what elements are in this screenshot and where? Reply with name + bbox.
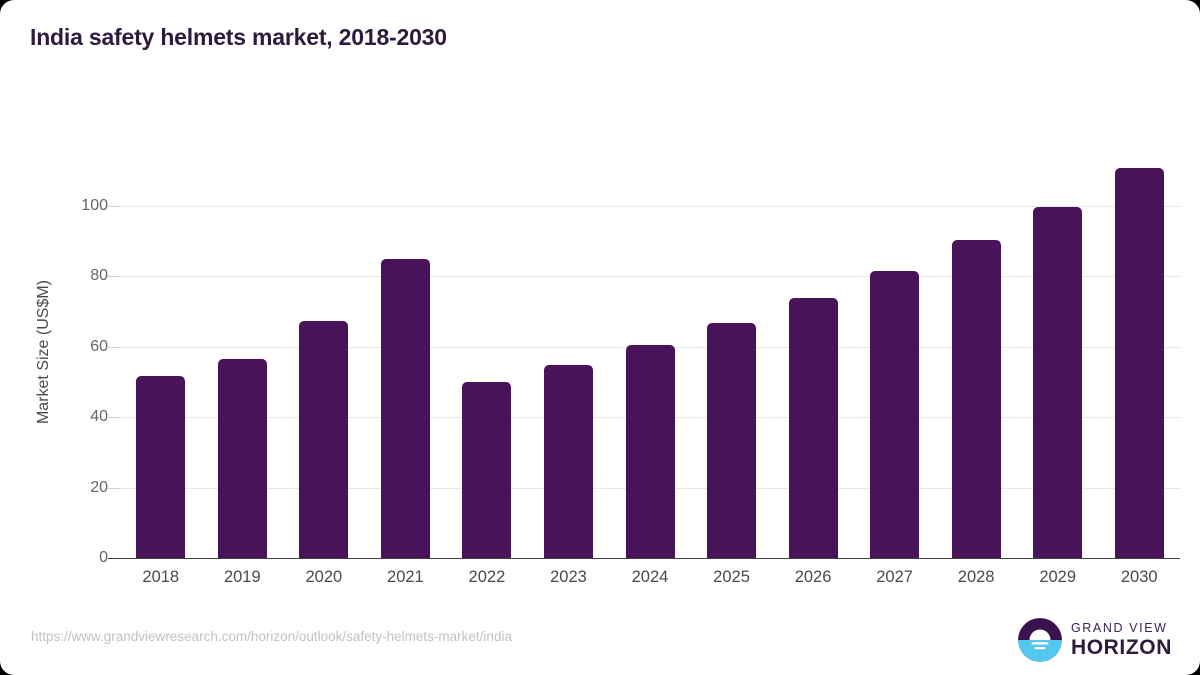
x-axis-tick-label: 2021	[387, 568, 424, 586]
bar-slot	[788, 146, 838, 558]
bar-2025[interactable]	[707, 323, 757, 558]
bar-2027[interactable]	[870, 271, 920, 558]
bar-slot	[136, 146, 186, 558]
x-axis-tick-label: 2023	[550, 568, 587, 586]
y-axis-tick-mark	[108, 276, 120, 278]
bar-slot	[1033, 146, 1083, 558]
x-axis-tick-label: 2025	[713, 568, 750, 586]
x-axis-tick-label: 2027	[876, 568, 913, 586]
bar-slot	[625, 146, 675, 558]
y-axis-tick-label: 40	[90, 408, 108, 426]
bar-2030[interactable]	[1114, 168, 1164, 558]
logo-line-1: GRAND VIEW	[1070, 621, 1168, 636]
bar-2021[interactable]	[380, 259, 430, 558]
bar-slot	[870, 146, 920, 558]
bar-slot	[217, 146, 267, 558]
bar-slot	[707, 146, 757, 558]
y-axis-tick-mark	[108, 205, 120, 207]
x-axis-tick-label: 2018	[142, 568, 180, 586]
x-axis-tick-label: 2030	[1120, 568, 1158, 586]
y-axis-tick-label: 60	[90, 337, 108, 355]
y-axis-tick-mark	[108, 487, 120, 489]
bar-2022[interactable]	[462, 381, 512, 558]
page-title: India safety helmets market, 2018-2030	[30, 24, 447, 50]
bar-series	[120, 146, 1180, 558]
bar-2020[interactable]	[299, 321, 349, 558]
bar-slot	[543, 146, 593, 558]
x-axis-tick-label: 2028	[957, 568, 995, 586]
bar-slot	[462, 146, 512, 558]
x-axis-tick-label: 2026	[794, 568, 832, 586]
gridline	[120, 276, 1180, 278]
y-axis-tick-mark	[108, 417, 120, 419]
x-axis-tick-label: 2022	[468, 568, 506, 586]
x-axis-tick-label: 2020	[305, 568, 343, 586]
gridline	[120, 205, 1180, 207]
y-axis-tick-label: 80	[90, 267, 108, 285]
bar-2029[interactable]	[1033, 206, 1083, 558]
x-axis-tick-label: 2024	[631, 568, 669, 586]
bar-2018[interactable]	[136, 375, 186, 558]
logo-line-2: HORIZON	[1070, 635, 1172, 659]
brand-logo: GRAND VIEW HORIZON	[1017, 618, 1172, 662]
bar-2024[interactable]	[625, 345, 675, 558]
x-axis-tick-label: 2019	[223, 568, 261, 586]
bar-slot	[1114, 146, 1164, 558]
bar-slot	[299, 146, 349, 558]
source-url[interactable]: https://www.grandviewresearch.com/horizo…	[31, 629, 512, 644]
y-axis-tick-label: 0	[99, 549, 108, 566]
bar-2028[interactable]	[951, 240, 1001, 558]
x-axis-tick-label: 2029	[1039, 568, 1077, 586]
bar-2026[interactable]	[788, 298, 838, 558]
bar-slot	[951, 146, 1001, 558]
bar-2019[interactable]	[217, 359, 267, 558]
plot-area: Market Size (US$M) 0 20 40 60 80 100 2018 2019…	[35, 146, 1180, 586]
y-axis-tick-mark	[108, 346, 120, 348]
y-axis-tick-label: 20	[90, 478, 108, 496]
y-axis-tick-label: 100	[81, 196, 108, 214]
x-axis-line	[108, 557, 1180, 559]
logo-wordmark: GRAND VIEW HORIZON	[1071, 622, 1172, 658]
bar-2023[interactable]	[543, 364, 593, 558]
bar-slot	[380, 146, 430, 558]
horizon-logo-icon	[1017, 618, 1062, 662]
